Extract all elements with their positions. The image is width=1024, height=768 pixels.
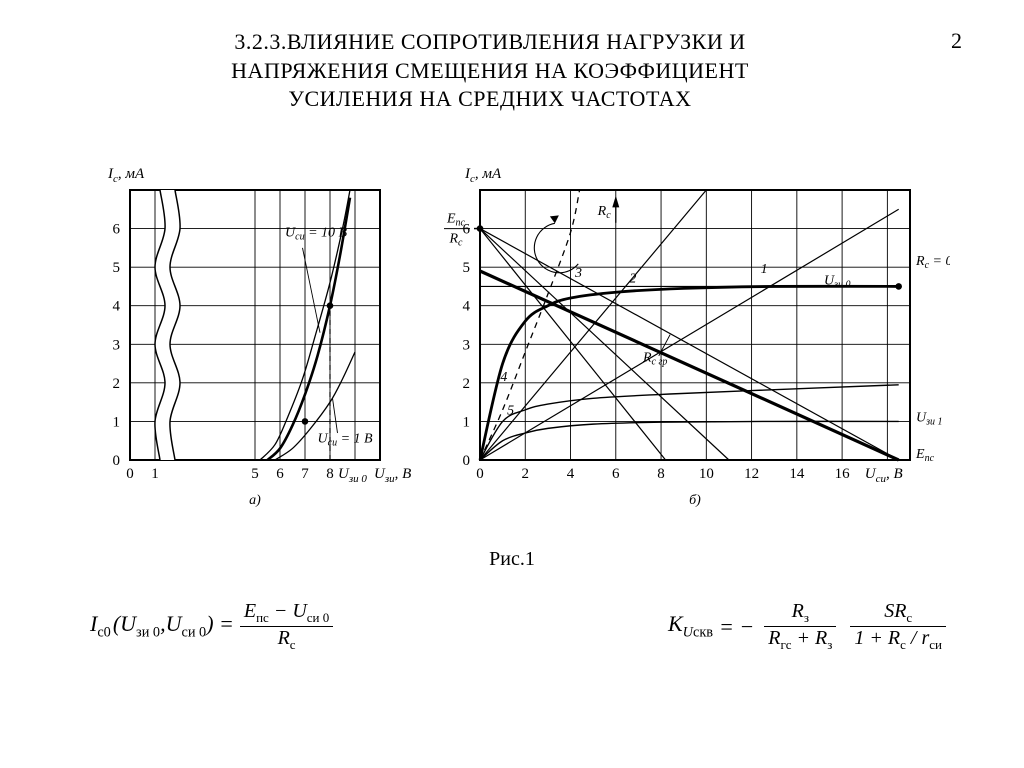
annot-uzi1: Uзи 1 xyxy=(916,410,943,427)
x-uzi0-label: Uзи 0 xyxy=(338,466,367,485)
x-tick: 6 xyxy=(612,466,620,482)
annot-1v: Uси = 1 В xyxy=(318,432,374,449)
annot-rc-up: Rс xyxy=(597,204,612,221)
equation-left: Iс0 (Uзи 0,Uси 0) = Eпс − Uси 0 Rс xyxy=(90,600,337,653)
figure-area: 0156780123456Iс, мАUзи 0Uзи, ВUси = 10 В… xyxy=(70,150,950,545)
annot-rc0: Rс = 0 xyxy=(915,254,950,271)
x-tick: 7 xyxy=(301,466,309,482)
right-chart: EпсRсRсRс грRс = 0Uзи 0Uзи 1Eпс123450246… xyxy=(444,166,950,508)
point-number-1: 1 xyxy=(761,262,768,277)
right-chart-frame xyxy=(480,190,910,460)
title-line-2: НАПРЯЖЕНИЯ СМЕЩЕНИЯ НА КОЭФФИЦИЕНТ xyxy=(231,58,749,83)
dashed-boundary xyxy=(480,190,580,460)
y-tick: 6 xyxy=(113,222,121,238)
y-tick: 2 xyxy=(463,376,471,392)
x-axis-label: Uзи, В xyxy=(374,466,411,485)
subfig-b-label: б) xyxy=(689,493,701,508)
x-tick: 0 xyxy=(126,466,134,482)
diag-a xyxy=(480,190,706,460)
y-tick: 0 xyxy=(463,453,471,469)
rc-up-arrowhead xyxy=(612,196,619,208)
point-number-3: 3 xyxy=(574,266,582,281)
page-title: 3.2.3.ВЛИЯНИЕ СОПРОТИВЛЕНИЯ НАГРУЗКИ И Н… xyxy=(90,28,890,114)
x-tick: 12 xyxy=(744,466,759,482)
load-line-main xyxy=(480,271,899,460)
rc0-dot xyxy=(895,283,902,290)
point-number-4: 4 xyxy=(500,370,507,385)
marker-dot xyxy=(302,418,309,425)
eq2-fraction-1: Rз Rгс + Rз xyxy=(764,600,836,653)
eq2-fraction-2: SRс 1 + Rс / rси xyxy=(850,600,946,653)
eq1-lhs-sub: с0 xyxy=(97,625,111,641)
figure-caption: Рис.1 xyxy=(0,548,1024,571)
x-tick: 1 xyxy=(151,466,159,482)
point-number-2: 2 xyxy=(629,272,636,287)
left-chart: 0 1 5 6 7 8 0 1 2 3 4 5 6 Iс, мА Uзи 0 Uзи, В Uси = 10 В… xyxy=(107,166,411,508)
leader-1v xyxy=(333,398,338,433)
x-tick: 10 xyxy=(699,466,714,482)
x-tick: 5 xyxy=(251,466,259,482)
title-line-1: 3.2.3.ВЛИЯНИЕ СОПРОТИВЛЕНИЯ НАГРУЗКИ И xyxy=(234,29,745,54)
y-tick: 1 xyxy=(463,414,471,430)
rc-arc-arrowhead xyxy=(550,215,559,223)
y-axis-label: Iс, мА xyxy=(107,166,145,185)
y-tick: 4 xyxy=(113,299,121,315)
x-tick: 14 xyxy=(789,466,805,482)
x-tick: 0 xyxy=(476,466,484,482)
y-tick: 6 xyxy=(463,222,471,238)
point-number-5: 5 xyxy=(507,403,514,418)
equation-right: KUскв = − Rз Rгс + Rз SRс 1 + Rс / rси xyxy=(668,600,950,653)
y-axis-label-r: Iс, мА xyxy=(464,166,502,185)
y-tick: 0 xyxy=(113,453,121,469)
x-tick: 8 xyxy=(326,466,334,482)
y-tick: 2 xyxy=(113,376,121,392)
x-tick: 4 xyxy=(567,466,575,482)
char-curve-low xyxy=(480,421,899,460)
x-tick: 8 xyxy=(657,466,665,482)
y-tick: 1 xyxy=(113,414,121,430)
eq1-fraction: Eпс − Uси 0 Rс xyxy=(240,600,333,653)
svg-text:Rс: Rс xyxy=(448,232,463,249)
x-tick: 16 xyxy=(835,466,851,482)
x-axis-label-r: Uси, В xyxy=(865,466,903,485)
y-tick: 4 xyxy=(463,299,471,315)
eq2-lhs-main: K xyxy=(668,611,683,636)
x-tick: 6 xyxy=(276,466,284,482)
page-number: 2 xyxy=(951,28,962,54)
char-curve-top xyxy=(480,286,899,460)
y-tick: 3 xyxy=(113,337,121,353)
subfig-a-label: а) xyxy=(249,493,261,508)
axis-break-fill xyxy=(155,190,180,460)
annot-10v: Uси = 10 В xyxy=(285,225,348,242)
annot-eps: Eпс xyxy=(915,447,935,464)
y-tick: 5 xyxy=(463,260,471,276)
y-tick: 3 xyxy=(463,337,471,353)
equations-row: Iс0 (Uзи 0,Uси 0) = Eпс − Uси 0 Rс KUскв… xyxy=(90,600,950,653)
annot-uzi0: Uзи 0 xyxy=(824,274,851,291)
y-tick: 5 xyxy=(113,260,121,276)
x-tick: 2 xyxy=(522,466,530,482)
title-line-3: УСИЛЕНИЯ НА СРЕДНИХ ЧАСТОТАХ xyxy=(288,86,691,111)
